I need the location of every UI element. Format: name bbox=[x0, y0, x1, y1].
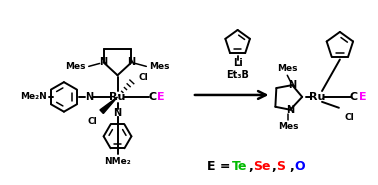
Text: ,: , bbox=[249, 160, 253, 173]
Text: Cl: Cl bbox=[88, 117, 98, 126]
Text: Mes: Mes bbox=[277, 64, 297, 73]
Text: O: O bbox=[294, 160, 305, 173]
Text: N: N bbox=[286, 105, 294, 115]
Text: C: C bbox=[148, 92, 156, 102]
Text: NMe₂: NMe₂ bbox=[104, 157, 131, 166]
Text: Me₂N: Me₂N bbox=[20, 92, 47, 101]
Polygon shape bbox=[100, 97, 118, 114]
Text: C: C bbox=[350, 92, 358, 102]
Text: Se: Se bbox=[254, 160, 271, 173]
Text: Te: Te bbox=[232, 160, 247, 173]
Text: E: E bbox=[359, 92, 367, 102]
Text: Cl: Cl bbox=[345, 113, 355, 122]
Text: N: N bbox=[127, 58, 135, 68]
Text: ,: , bbox=[271, 160, 276, 173]
Text: E =: E = bbox=[207, 160, 235, 173]
Text: Mes: Mes bbox=[149, 62, 170, 71]
Text: Cl: Cl bbox=[138, 73, 148, 82]
Text: N: N bbox=[288, 80, 296, 90]
Text: Ru: Ru bbox=[109, 92, 126, 102]
Text: Mes: Mes bbox=[278, 122, 299, 131]
Text: E: E bbox=[157, 92, 165, 102]
Text: Mes: Mes bbox=[65, 62, 86, 71]
Text: N: N bbox=[99, 58, 108, 68]
Text: Ru: Ru bbox=[309, 92, 325, 102]
Text: Li: Li bbox=[233, 58, 243, 68]
Text: N: N bbox=[85, 92, 93, 102]
Text: N: N bbox=[113, 108, 122, 118]
Text: S: S bbox=[276, 160, 285, 173]
Text: ,: , bbox=[289, 160, 294, 173]
Text: Et₃B: Et₃B bbox=[226, 70, 249, 80]
